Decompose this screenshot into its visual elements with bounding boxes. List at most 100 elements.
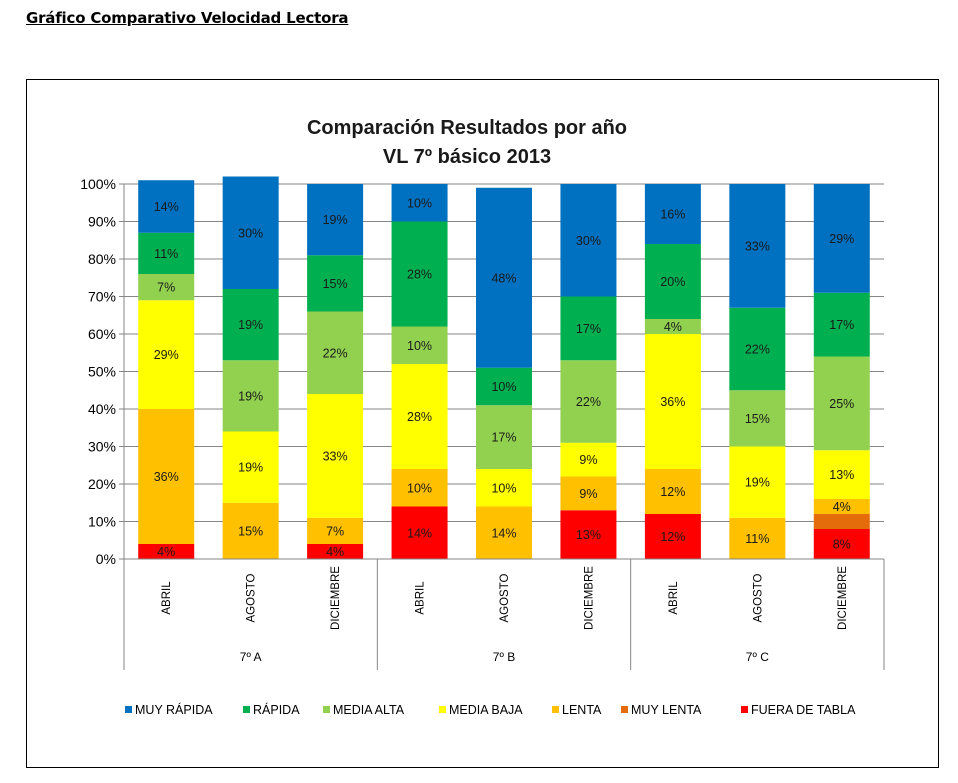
legend-label: MEDIA ALTA [333,703,405,717]
bar-segment [813,499,870,514]
bar-segment [307,311,364,394]
bar-segment [644,514,701,559]
bar-segment [644,244,701,319]
data-label: 16% [660,208,685,222]
legend-swatch [323,706,330,713]
bar-segment [138,232,195,274]
bar-segment [644,319,701,334]
data-label: 29% [154,348,179,362]
y-tick-label: 10% [88,514,116,530]
bar-segment [138,274,195,301]
data-label: 4% [157,545,175,559]
legend-label: MUY RÁPIDA [135,702,213,717]
bars: 4% 36% 29% 7% 11% 14% 15% 19% 19% 19% 30% 4% 7% 33% 22… [138,176,870,559]
y-tick-label: 70% [88,289,116,305]
chart-subtitle: VL 7º básico 2013 [383,146,551,168]
bar-segment [813,450,870,499]
x-tick-label: ABRIL [415,581,427,615]
x-tick-label: DICIEMBRE [583,566,595,630]
data-label: 15% [323,277,348,291]
x-tick-label: AGOSTO [246,573,258,622]
data-label: 28% [407,268,432,282]
bar-segment [138,300,195,409]
data-label: 29% [829,232,854,246]
data-label: 28% [407,410,432,424]
legend-label: FUERA DE TABLA [751,703,856,717]
group-label: 7º B [493,650,515,664]
bar-segment [138,180,195,233]
y-tick-label: 0% [96,551,116,567]
data-label: 15% [238,524,263,538]
x-tick-label: AGOSTO [752,573,764,622]
stacked-bar-chart: Comparación Resultados por año VL 7º bás… [80,117,885,717]
bar-segment [391,506,448,559]
bar-segment [307,517,364,544]
bar-segment [391,184,448,222]
bar-segment [560,510,617,559]
data-label: 8% [833,538,851,552]
bar-segment [222,360,279,432]
y-tick-label: 30% [88,439,116,455]
group-label: 7º C [746,650,769,664]
bar-segment [391,469,448,507]
bar-segment [560,442,617,477]
data-label: 10% [491,380,516,394]
bar-segment [476,405,532,469]
data-label: 14% [491,526,516,540]
legend-swatch [243,706,250,713]
y-tick-label: 40% [88,401,116,417]
x-tick-label: DICIEMBRE [837,566,849,630]
data-label: 30% [238,226,263,240]
data-label: 12% [660,485,685,499]
data-label: 19% [238,389,263,403]
bar-segment [729,307,786,391]
page-heading: Gráfico Comparativo Velocidad Lectora [26,9,349,27]
bar-segment [729,184,786,308]
legend-label: LENTA [562,703,602,717]
data-label: 12% [660,530,685,544]
data-label: 17% [491,431,516,445]
group-label: 7º A [240,650,262,664]
y-tick-label: 100% [80,176,116,192]
legend-swatch [552,706,559,713]
data-label: 17% [829,318,854,332]
data-label: 15% [745,412,770,426]
data-label: 13% [576,528,601,542]
data-label: 4% [326,545,344,559]
bar-segment [222,431,279,503]
data-label: 9% [579,453,597,467]
data-label: 7% [157,281,175,295]
data-label: 14% [407,526,432,540]
data-label: 14% [154,200,179,214]
bar-segment [813,292,870,357]
y-tick-label: 80% [88,251,116,267]
data-label: 19% [238,318,263,332]
x-tick-label: AGOSTO [499,573,511,622]
bar-segment [729,390,786,447]
bar-segment [560,296,617,361]
x-tick-label: DICIEMBRE [330,566,342,630]
legend-label: MUY LENTA [631,703,702,717]
bar-segment [560,184,617,297]
chart-frame: Comparación Resultados por año VL 7º bás… [26,79,939,768]
bar-segment [307,394,364,518]
bar-segment [307,255,364,312]
data-label: 30% [576,234,601,248]
data-label: 22% [576,395,601,409]
data-label: 10% [407,196,432,210]
data-label: 20% [660,275,685,289]
data-label: 11% [154,247,178,261]
bar-segment [476,187,532,368]
bar-segment [476,469,532,507]
axes: 0% 10% 20% 30% 40% 50% 60% 70% 80% 90% 100% ABRIL AG… [80,176,885,670]
legend-swatch [621,706,628,713]
data-label: 4% [833,500,851,514]
y-tick-label: 60% [88,326,116,342]
bar-segment [391,221,448,327]
bar-segment [560,360,617,443]
data-label: 36% [660,395,685,409]
bar-segment [813,529,870,559]
x-tick-label: ABRIL [668,581,680,615]
data-label: 25% [829,397,854,411]
legend-label: RÁPIDA [253,702,300,717]
